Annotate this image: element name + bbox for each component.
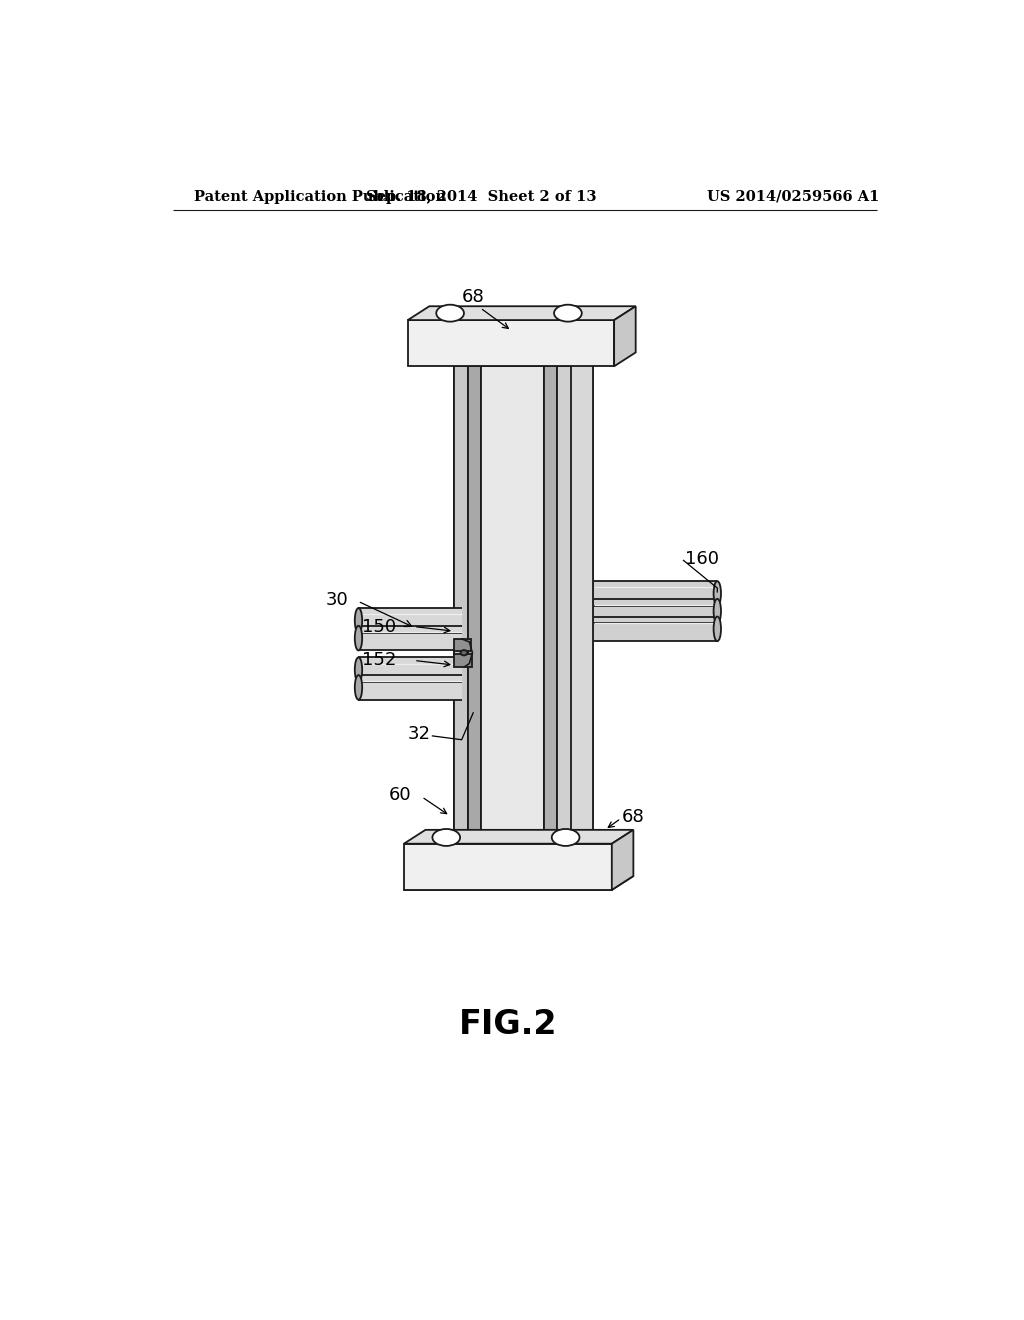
Polygon shape	[454, 367, 468, 843]
Polygon shape	[403, 876, 634, 890]
Polygon shape	[611, 830, 634, 890]
Text: FIG.2: FIG.2	[459, 1008, 557, 1041]
Polygon shape	[614, 306, 636, 367]
Text: 152: 152	[361, 652, 396, 669]
Ellipse shape	[436, 305, 464, 322]
Text: Patent Application Publication: Patent Application Publication	[194, 190, 445, 203]
Ellipse shape	[354, 675, 362, 700]
Polygon shape	[408, 321, 614, 367]
Text: 68: 68	[462, 288, 484, 306]
Polygon shape	[594, 599, 717, 623]
Polygon shape	[594, 581, 717, 606]
Ellipse shape	[554, 305, 582, 322]
Polygon shape	[557, 367, 571, 843]
Ellipse shape	[354, 657, 362, 682]
Text: US 2014/0259566 A1: US 2014/0259566 A1	[707, 190, 879, 203]
Ellipse shape	[714, 581, 721, 606]
Ellipse shape	[432, 829, 460, 846]
Polygon shape	[454, 639, 471, 651]
Text: 60: 60	[389, 787, 412, 804]
Ellipse shape	[714, 616, 721, 642]
Polygon shape	[544, 367, 557, 843]
Polygon shape	[454, 655, 472, 667]
Ellipse shape	[354, 626, 362, 651]
Text: 32: 32	[408, 726, 431, 743]
Text: 30: 30	[326, 591, 348, 610]
Text: Sep. 18, 2014  Sheet 2 of 13: Sep. 18, 2014 Sheet 2 of 13	[366, 190, 596, 203]
Ellipse shape	[461, 649, 467, 656]
Polygon shape	[594, 616, 717, 642]
Polygon shape	[403, 830, 634, 843]
Polygon shape	[408, 306, 636, 321]
Polygon shape	[475, 352, 593, 830]
Polygon shape	[358, 609, 462, 632]
Polygon shape	[481, 367, 544, 843]
Polygon shape	[571, 352, 593, 843]
Text: 68: 68	[622, 808, 644, 826]
Text: 150: 150	[362, 618, 396, 635]
Ellipse shape	[714, 599, 721, 623]
Polygon shape	[358, 626, 462, 651]
Text: 160: 160	[685, 550, 719, 568]
Ellipse shape	[354, 609, 362, 632]
Polygon shape	[358, 657, 462, 682]
Polygon shape	[403, 843, 611, 890]
Ellipse shape	[552, 829, 580, 846]
Polygon shape	[468, 367, 481, 843]
Polygon shape	[358, 675, 462, 700]
Polygon shape	[454, 352, 475, 843]
